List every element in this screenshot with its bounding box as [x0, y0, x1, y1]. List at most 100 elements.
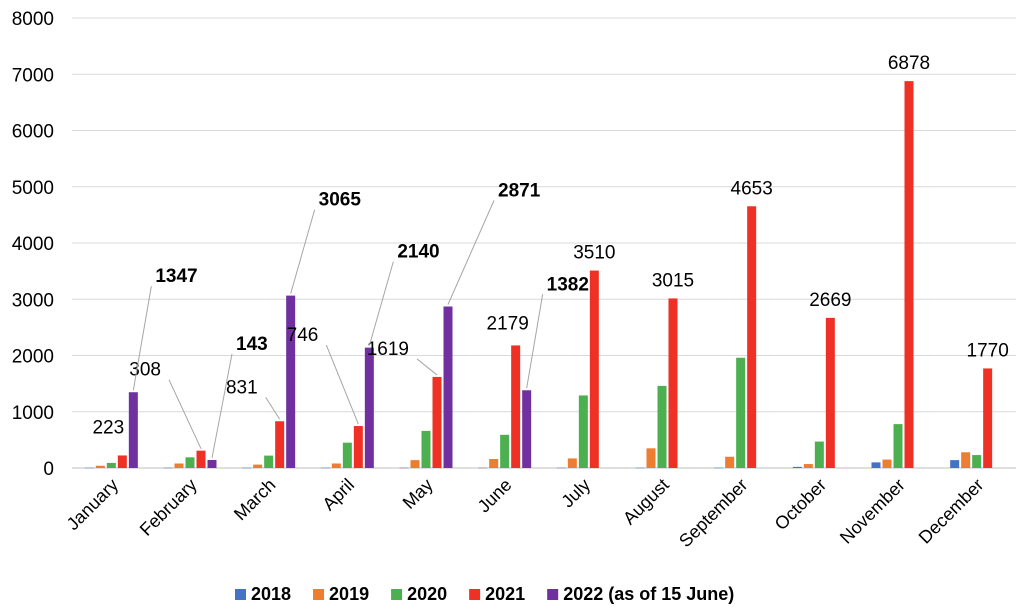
label-leader-line: [290, 209, 316, 294]
data-label: 1347: [155, 266, 197, 287]
bar-2019-june: [489, 459, 499, 468]
legend: 2018 2019 2020 2021 2022 (as of 15 June): [235, 584, 734, 604]
data-label: 6878: [888, 53, 930, 74]
data-label: 2871: [498, 181, 541, 202]
legend-label: 2022 (as of 15 June): [563, 584, 734, 604]
bar-2018-may: [399, 467, 409, 469]
y-tick-label: 6000: [12, 122, 54, 143]
data-label: 143: [236, 334, 268, 355]
bar-2021-march: [275, 421, 285, 468]
y-tick-label: 3000: [12, 290, 54, 311]
bar-2019-november: [882, 459, 892, 468]
bar-2021-july: [589, 270, 599, 468]
bar-2020-november: [893, 424, 903, 468]
x-tick-label: October: [771, 475, 830, 534]
gridlines: [72, 17, 1016, 469]
x-tick-label: April: [319, 475, 359, 515]
bar-2018-december: [950, 460, 960, 468]
label-leader-line: [132, 286, 152, 391]
bar-2021-november: [904, 81, 914, 469]
y-tick-label: 2000: [12, 347, 54, 368]
bars: [84, 81, 993, 469]
data-label: 3510: [573, 243, 615, 264]
bar-2019-october: [803, 464, 813, 468]
bar-2018-july: [556, 467, 566, 469]
y-tick-label: 1000: [12, 403, 54, 424]
bar-2021-october: [825, 317, 835, 468]
data-label: 831: [226, 377, 258, 398]
y-tick-label: 7000: [12, 65, 54, 86]
label-leader-line: [447, 200, 495, 305]
data-label: 1619: [367, 339, 409, 360]
label-leader-line: [416, 358, 438, 376]
label-leader-line: [265, 396, 281, 420]
x-tick-label: August: [619, 475, 673, 529]
bar-2018-january: [84, 467, 94, 469]
bar-2018-september: [714, 467, 724, 469]
bar-2019-january: [95, 465, 105, 468]
bar-2021-january: [117, 455, 127, 468]
x-tick-label: May: [399, 475, 437, 513]
legend-swatch: [547, 589, 559, 600]
y-tick-label: 5000: [12, 178, 54, 199]
bar-2021-december: [983, 368, 993, 468]
bar-2019-december: [961, 452, 971, 468]
x-tick-label: July: [557, 475, 594, 512]
data-label: 308: [129, 360, 161, 381]
data-label: 2140: [397, 242, 439, 263]
bar-2020-may: [421, 430, 431, 468]
bar-2019-july: [567, 458, 577, 468]
bar-2020-february: [185, 457, 195, 468]
label-leader-line: [325, 344, 359, 425]
bar-2022-april: [364, 347, 374, 468]
bar-2020-september: [736, 357, 746, 468]
legend-swatch: [313, 589, 325, 600]
bar-2019-april: [331, 463, 341, 468]
bar-2021-august: [668, 298, 678, 468]
data-label: 2669: [809, 290, 851, 311]
data-label: 4653: [731, 178, 773, 199]
bar-2020-october: [814, 441, 824, 468]
bar-2018-october: [792, 466, 802, 468]
bar-2019-august: [646, 448, 656, 468]
legend-swatch: [469, 589, 481, 600]
x-tick-label: March: [230, 475, 280, 525]
data-labels: 223 308 831 746 1619 2179 3510 3015 4653 2669 6878…: [92, 53, 1009, 459]
bar-2020-june: [500, 434, 510, 468]
bar-2022-may: [443, 306, 453, 468]
bar-2021-february: [196, 450, 206, 468]
bar-2021-september: [747, 206, 757, 469]
bar-2018-march: [242, 467, 252, 469]
bar-2020-january: [106, 462, 116, 468]
label-leader-line: [168, 379, 202, 449]
legend-label: 2019: [329, 584, 369, 604]
bar-2021-may: [432, 376, 442, 468]
legend-label: 2020: [407, 584, 447, 604]
legend-label: 2018: [251, 584, 291, 604]
bar-2019-march: [253, 464, 263, 468]
bar-2020-april: [342, 442, 352, 468]
data-label: 1382: [547, 274, 589, 295]
bar-2020-july: [578, 395, 588, 468]
bar-2019-may: [410, 460, 420, 468]
bar-2020-december: [972, 455, 982, 468]
bar-2022-june: [522, 390, 532, 468]
x-tick-label: February: [136, 475, 201, 540]
legend-swatch: [235, 589, 246, 600]
data-label: 746: [287, 325, 319, 346]
bar-2018-april: [320, 467, 330, 469]
bar-2021-april: [353, 426, 363, 468]
bar-2022-march: [286, 295, 296, 468]
x-tick-label: November: [836, 475, 909, 548]
bar-2021-june: [511, 345, 521, 468]
y-tick-label: 4000: [12, 234, 54, 255]
bar-2020-august: [657, 385, 667, 468]
bar-2019-september: [725, 456, 735, 468]
y-tick-label: 0: [43, 459, 54, 480]
label-leader-line: [526, 294, 544, 389]
x-tick-label: June: [474, 475, 516, 517]
data-label: 3065: [319, 190, 362, 211]
bar-2018-february: [163, 467, 173, 469]
data-label: 2179: [487, 313, 529, 334]
